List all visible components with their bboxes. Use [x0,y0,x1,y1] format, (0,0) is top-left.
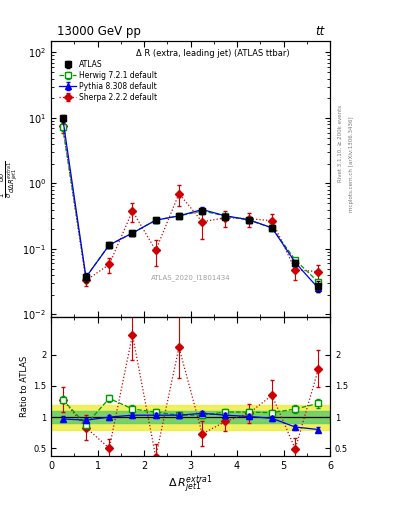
Text: 13000 GeV pp: 13000 GeV pp [57,25,141,38]
Text: mcplots.cern.ch [arXiv:1306.3436]: mcplots.cern.ch [arXiv:1306.3436] [349,116,354,211]
Text: ATLAS_2020_I1801434: ATLAS_2020_I1801434 [151,275,230,282]
Y-axis label: $\frac{1}{\sigma}\frac{d\sigma}{d\Delta R_{jet1}^{extra1}}$: $\frac{1}{\sigma}\frac{d\sigma}{d\Delta … [0,160,20,198]
Text: Rivet 3.1.10, ≥ 200k events: Rivet 3.1.10, ≥ 200k events [338,105,342,182]
Y-axis label: Ratio to ATLAS: Ratio to ATLAS [20,356,29,417]
Legend: ATLAS, Herwig 7.2.1 default, Pythia 8.308 default, Sherpa 2.2.2 default: ATLAS, Herwig 7.2.1 default, Pythia 8.30… [58,58,159,103]
X-axis label: $\Delta\,R_{jet1}^{extra1}$: $\Delta\,R_{jet1}^{extra1}$ [168,473,213,496]
Text: tt: tt [315,25,325,38]
Text: Δ R (extra, leading jet) (ATLAS ttbar): Δ R (extra, leading jet) (ATLAS ttbar) [136,49,290,58]
